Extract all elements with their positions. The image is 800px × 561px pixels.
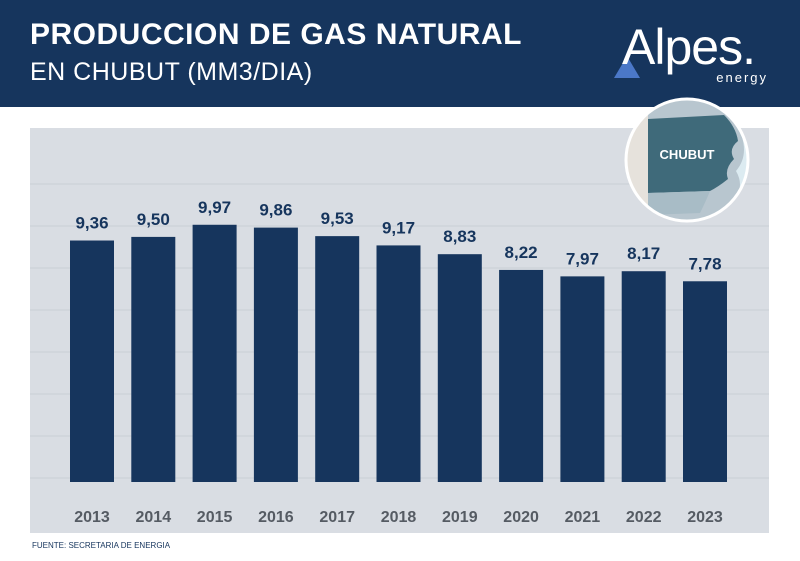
logo-subtext: energy: [716, 70, 768, 85]
x-tick-label-2019: 2019: [442, 509, 478, 526]
bar-2020: [499, 269, 544, 482]
alpes-energy-logo: Alpes. energy: [614, 18, 774, 88]
value-label-2020: 8,22: [505, 243, 538, 262]
value-label-2022: 8,17: [627, 244, 660, 263]
x-tick-label-2014: 2014: [136, 509, 172, 526]
chubut-map-icon: CHUBUT: [624, 97, 750, 223]
bar-2018: [376, 245, 421, 482]
x-tick-label-2016: 2016: [258, 509, 294, 526]
logo-wordmark: Alpes: [622, 19, 743, 75]
bar-2021: [560, 276, 605, 482]
value-label-2015: 9,97: [198, 198, 231, 217]
bar-2014: [131, 236, 176, 482]
bar-2023: [683, 281, 727, 482]
value-label-2013: 9,36: [75, 214, 108, 233]
logo-triangle-icon: [614, 56, 640, 78]
value-label-2023: 7,78: [688, 254, 721, 273]
map-region-label: CHUBUT: [660, 147, 715, 162]
value-label-2021: 7,97: [566, 249, 599, 268]
chart-title: PRODUCCION DE GAS NATURAL: [30, 18, 522, 51]
x-tick-label-2018: 2018: [381, 509, 417, 526]
bar-2013: [70, 240, 114, 482]
x-tick-label-2015: 2015: [197, 509, 233, 526]
bar-2022: [621, 271, 666, 482]
value-label-2016: 9,86: [259, 201, 292, 220]
bar-2016: [253, 227, 298, 482]
header-banner: PRODUCCION DE GAS NATURAL EN CHUBUT (MM3…: [0, 0, 800, 107]
source-note: FUENTE: SECRETARIA DE ENERGIA: [32, 541, 171, 550]
x-tick-label-2022: 2022: [626, 509, 662, 526]
bar-2019: [437, 254, 482, 482]
value-label-2017: 9,53: [321, 209, 354, 228]
logo-dot: .: [742, 19, 756, 75]
bar-chart: 9,36 9,50 9,97 9,86 9,53 9,17 8,83 8,22 7,97 8,17…: [30, 183, 769, 526]
x-tick-label-2017: 2017: [319, 509, 355, 526]
x-tick-label-2013: 2013: [74, 509, 110, 526]
x-tick-label-2020: 2020: [503, 509, 539, 526]
bar-2015: [192, 224, 237, 483]
value-label-2019: 8,83: [443, 227, 476, 246]
x-tick-label-2021: 2021: [565, 509, 601, 526]
value-label-2018: 9,17: [382, 218, 415, 237]
x-tick-label-2023: 2023: [687, 509, 723, 526]
value-label-2014: 9,50: [137, 210, 170, 229]
chart-subtitle: EN CHUBUT (MM3/DIA): [30, 58, 313, 86]
bar-2017: [315, 236, 360, 482]
